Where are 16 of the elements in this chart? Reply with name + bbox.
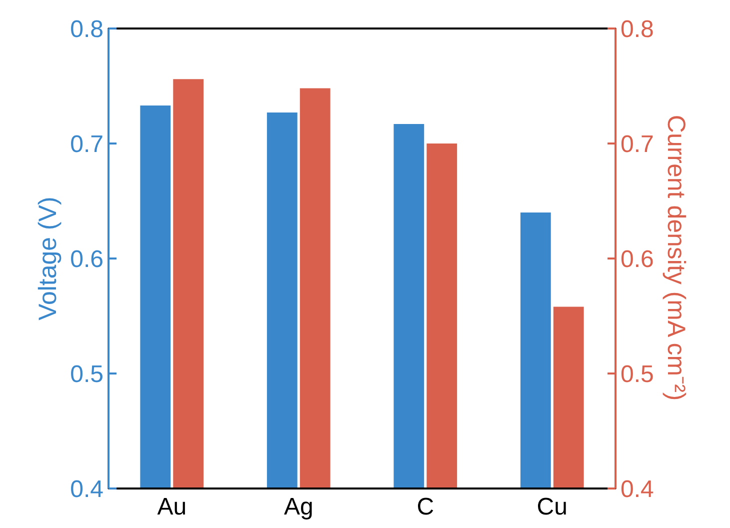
x-tick-label: Au xyxy=(157,494,187,520)
x-tick-label: Cu xyxy=(536,494,568,520)
y-tick-label: 0.6 xyxy=(70,246,104,273)
x-tick-label: Ag xyxy=(284,494,314,520)
y2-tick-label: 0.4 xyxy=(620,476,654,503)
y2-tick-label: 0.6 xyxy=(620,246,654,273)
y2-tick-label: 0.8 xyxy=(620,16,654,43)
x-tick-label: C xyxy=(416,494,434,520)
y2-tick-label: 0.7 xyxy=(620,131,654,158)
y2-tick-label: 0.5 xyxy=(620,361,654,388)
y-tick-label: 0.8 xyxy=(70,16,104,43)
y2-axis-title: Current density (mA cm⁻²) xyxy=(662,114,690,401)
y-tick-label: 0.4 xyxy=(70,476,104,503)
y-tick-label: 0.5 xyxy=(70,361,104,388)
y-tick-label: 0.7 xyxy=(70,131,104,158)
y-axis-title: Voltage (V) xyxy=(34,196,62,320)
